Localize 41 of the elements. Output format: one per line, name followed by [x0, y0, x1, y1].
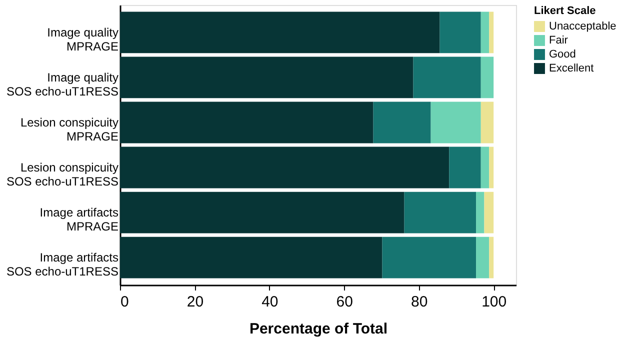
- bar: [489, 12, 494, 54]
- bar: [476, 192, 484, 234]
- bar: [120, 102, 374, 144]
- bar: [449, 146, 481, 188]
- bar: [373, 102, 431, 144]
- legend-label: Good: [549, 48, 576, 60]
- x-tick-label: 0: [120, 294, 129, 310]
- x-axis-title: Percentage of Total: [249, 320, 388, 338]
- legend-label: Unacceptable: [549, 20, 616, 32]
- bar: [480, 146, 490, 188]
- y-tick-label: Image artifacts MPRAGE: [40, 206, 118, 234]
- x-tick-label: 40: [262, 294, 278, 310]
- bar: [430, 102, 481, 144]
- bar: [480, 102, 494, 144]
- x-tick-label: 20: [186, 294, 204, 310]
- bar: [382, 236, 476, 278]
- bar: [120, 236, 382, 278]
- bar: [120, 146, 450, 188]
- x-tick-label: 60: [336, 294, 353, 310]
- x-tick-label: 80: [411, 294, 428, 310]
- bar: [120, 56, 414, 98]
- y-tick-label: Image artifacts SOS echo-uT1RESS: [6, 250, 118, 279]
- bar: [484, 192, 494, 234]
- bar: [120, 192, 404, 234]
- bar: [480, 56, 494, 98]
- bar: [404, 192, 476, 234]
- y-tick-label: Image quality SOS echo-uT1RESS: [6, 70, 118, 98]
- y-tick-label: Lesion conspicuity SOS echo-uT1RESS: [6, 160, 118, 189]
- legend-label: Excellent: [549, 62, 594, 74]
- x-tick-label: 100: [482, 294, 507, 310]
- bar: [413, 56, 481, 98]
- bar: [476, 236, 490, 278]
- y-tick-label: Image quality MPRAGE: [47, 25, 118, 54]
- bar: [440, 12, 481, 54]
- y-tick-label: Lesion conspicuity MPRAGE: [20, 115, 118, 144]
- bar: [480, 12, 490, 54]
- bar: [489, 236, 494, 278]
- legend-label: Fair: [549, 34, 568, 46]
- legend-title: Likert Scale: [534, 5, 596, 17]
- bar: [489, 146, 494, 188]
- bar: [120, 12, 440, 54]
